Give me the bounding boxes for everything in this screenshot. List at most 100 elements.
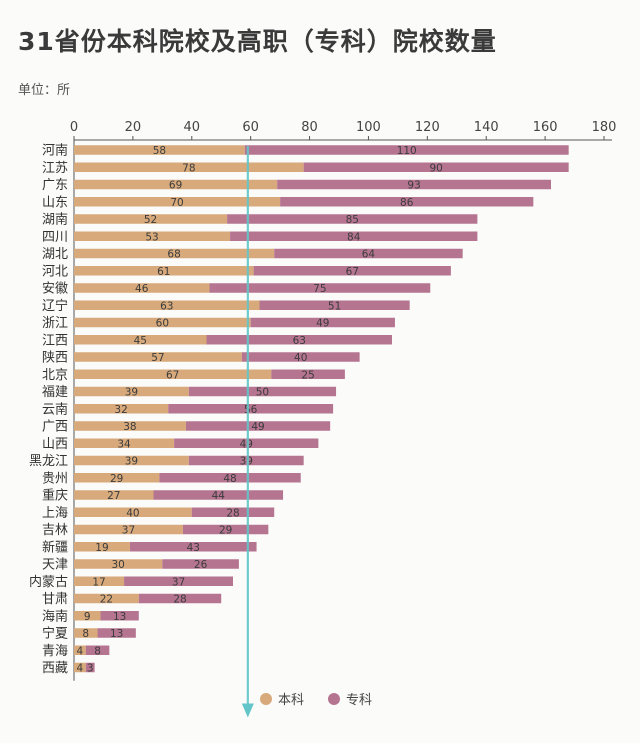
- category-label: 上海: [42, 506, 68, 521]
- unit-label: 单位：所: [18, 83, 71, 98]
- bar-benke: [74, 231, 231, 241]
- legend-label-benke: 本科: [278, 693, 304, 708]
- bar-zhuanke: [124, 576, 233, 586]
- value-label-zhuanke: 25: [301, 369, 314, 381]
- value-label-benke: 46: [135, 283, 149, 295]
- category-label: 吉林: [42, 523, 68, 538]
- bar-benke: [74, 542, 130, 552]
- chart-title: 31省份本科院校及高职（专科）院校数量: [18, 27, 497, 56]
- value-label-zhuanke: 110: [397, 145, 417, 157]
- bar-zhuanke: [274, 248, 463, 259]
- value-label-zhuanke: 63: [293, 335, 306, 347]
- value-label-zhuanke: 90: [429, 162, 442, 174]
- value-label-zhuanke: 13: [113, 611, 126, 623]
- value-label-zhuanke: 48: [223, 473, 236, 485]
- bar-zhuanke: [85, 645, 110, 655]
- value-label-benke: 40: [126, 507, 139, 519]
- value-label-benke: 45: [134, 335, 147, 347]
- bar-zhuanke: [168, 404, 334, 414]
- legend-swatch-zhuanke: [328, 693, 340, 705]
- legend-label-zhuanke: 专科: [346, 693, 372, 708]
- bar-zhuanke: [206, 335, 392, 345]
- bar-zhuanke: [85, 662, 95, 673]
- bar-zhuanke: [188, 386, 337, 397]
- category-label: 广东: [42, 178, 68, 193]
- value-label-zhuanke: 86: [400, 197, 414, 209]
- category-label: 内蒙古: [29, 574, 68, 590]
- bar-benke: [74, 404, 169, 414]
- legend-swatch-benke: [260, 693, 272, 705]
- bar-zhuanke: [253, 266, 451, 276]
- bar-zhuanke: [209, 283, 431, 293]
- bar-zhuanke: [162, 559, 239, 569]
- x-tick-label: 120: [415, 120, 440, 135]
- value-label-zhuanke: 8: [94, 645, 101, 657]
- value-label-benke: 4: [77, 645, 84, 657]
- value-label-benke: 60: [156, 318, 169, 330]
- x-tick-label: 180: [592, 120, 617, 135]
- bar-benke: [74, 369, 272, 379]
- category-label: 贵州: [42, 471, 68, 486]
- value-label-benke: 29: [110, 473, 123, 485]
- bar-benke: [74, 317, 251, 328]
- value-label-zhuanke: 49: [251, 421, 264, 433]
- x-tick-label: 0: [70, 120, 78, 135]
- value-label-benke: 57: [151, 352, 164, 364]
- bar-benke: [74, 162, 304, 172]
- x-tick-label: 80: [301, 120, 318, 135]
- value-label-zhuanke: 49: [316, 318, 329, 330]
- bar-zhuanke: [153, 490, 284, 500]
- category-label: 广西: [42, 420, 68, 435]
- category-label: 湖北: [42, 247, 68, 262]
- value-label-benke: 70: [170, 197, 183, 209]
- value-label-benke: 53: [145, 231, 158, 243]
- bar-zhuanke: [280, 197, 534, 207]
- bar-zhuanke: [303, 162, 569, 172]
- value-label-zhuanke: 44: [212, 490, 226, 502]
- bar-zhuanke: [259, 300, 410, 310]
- bar-benke: [74, 559, 163, 569]
- value-label-benke: 32: [114, 404, 127, 416]
- value-label-zhuanke: 51: [328, 300, 341, 312]
- category-label: 北京: [42, 368, 68, 383]
- bar-benke: [74, 352, 242, 362]
- value-label-benke: 63: [160, 300, 173, 312]
- x-tick-label: 40: [184, 120, 201, 135]
- bar-benke: [74, 145, 245, 155]
- value-label-benke: 17: [92, 576, 105, 588]
- value-label-zhuanke: 67: [346, 266, 359, 278]
- value-label-zhuanke: 13: [110, 628, 123, 640]
- category-label: 江西: [42, 333, 68, 348]
- x-tick-label: 160: [533, 120, 558, 135]
- category-label: 重庆: [42, 488, 68, 504]
- value-label-benke: 4: [77, 663, 84, 675]
- bar-benke: [74, 455, 189, 466]
- bar-zhuanke: [230, 231, 478, 241]
- value-label-zhuanke: 28: [226, 507, 239, 519]
- category-label: 河北: [42, 264, 68, 279]
- bar-zhuanke: [182, 524, 269, 535]
- category-label: 山西: [42, 437, 68, 452]
- category-label: 新疆: [42, 539, 68, 555]
- x-tick-label: 100: [356, 120, 381, 135]
- bar-benke: [74, 266, 254, 276]
- category-label: 四川: [42, 230, 68, 245]
- value-label-benke: 61: [157, 266, 170, 278]
- bar-zhuanke: [277, 179, 551, 190]
- bar-zhuanke: [191, 507, 275, 517]
- value-label-benke: 52: [144, 214, 157, 226]
- value-label-benke: 9: [84, 611, 91, 623]
- value-label-zhuanke: 56: [244, 404, 258, 416]
- value-label-zhuanke: 39: [240, 456, 253, 468]
- value-label-zhuanke: 26: [194, 559, 208, 571]
- bar-benke: [74, 645, 86, 655]
- category-label: 河南: [42, 143, 68, 159]
- bar-benke: [74, 386, 189, 397]
- bar-benke: [74, 507, 192, 517]
- category-label: 福建: [42, 385, 68, 400]
- category-label: 宁夏: [42, 626, 68, 642]
- value-label-benke: 58: [153, 145, 166, 157]
- value-label-benke: 67: [166, 369, 179, 381]
- bar-zhuanke: [159, 473, 301, 483]
- category-label: 湖南: [42, 212, 68, 228]
